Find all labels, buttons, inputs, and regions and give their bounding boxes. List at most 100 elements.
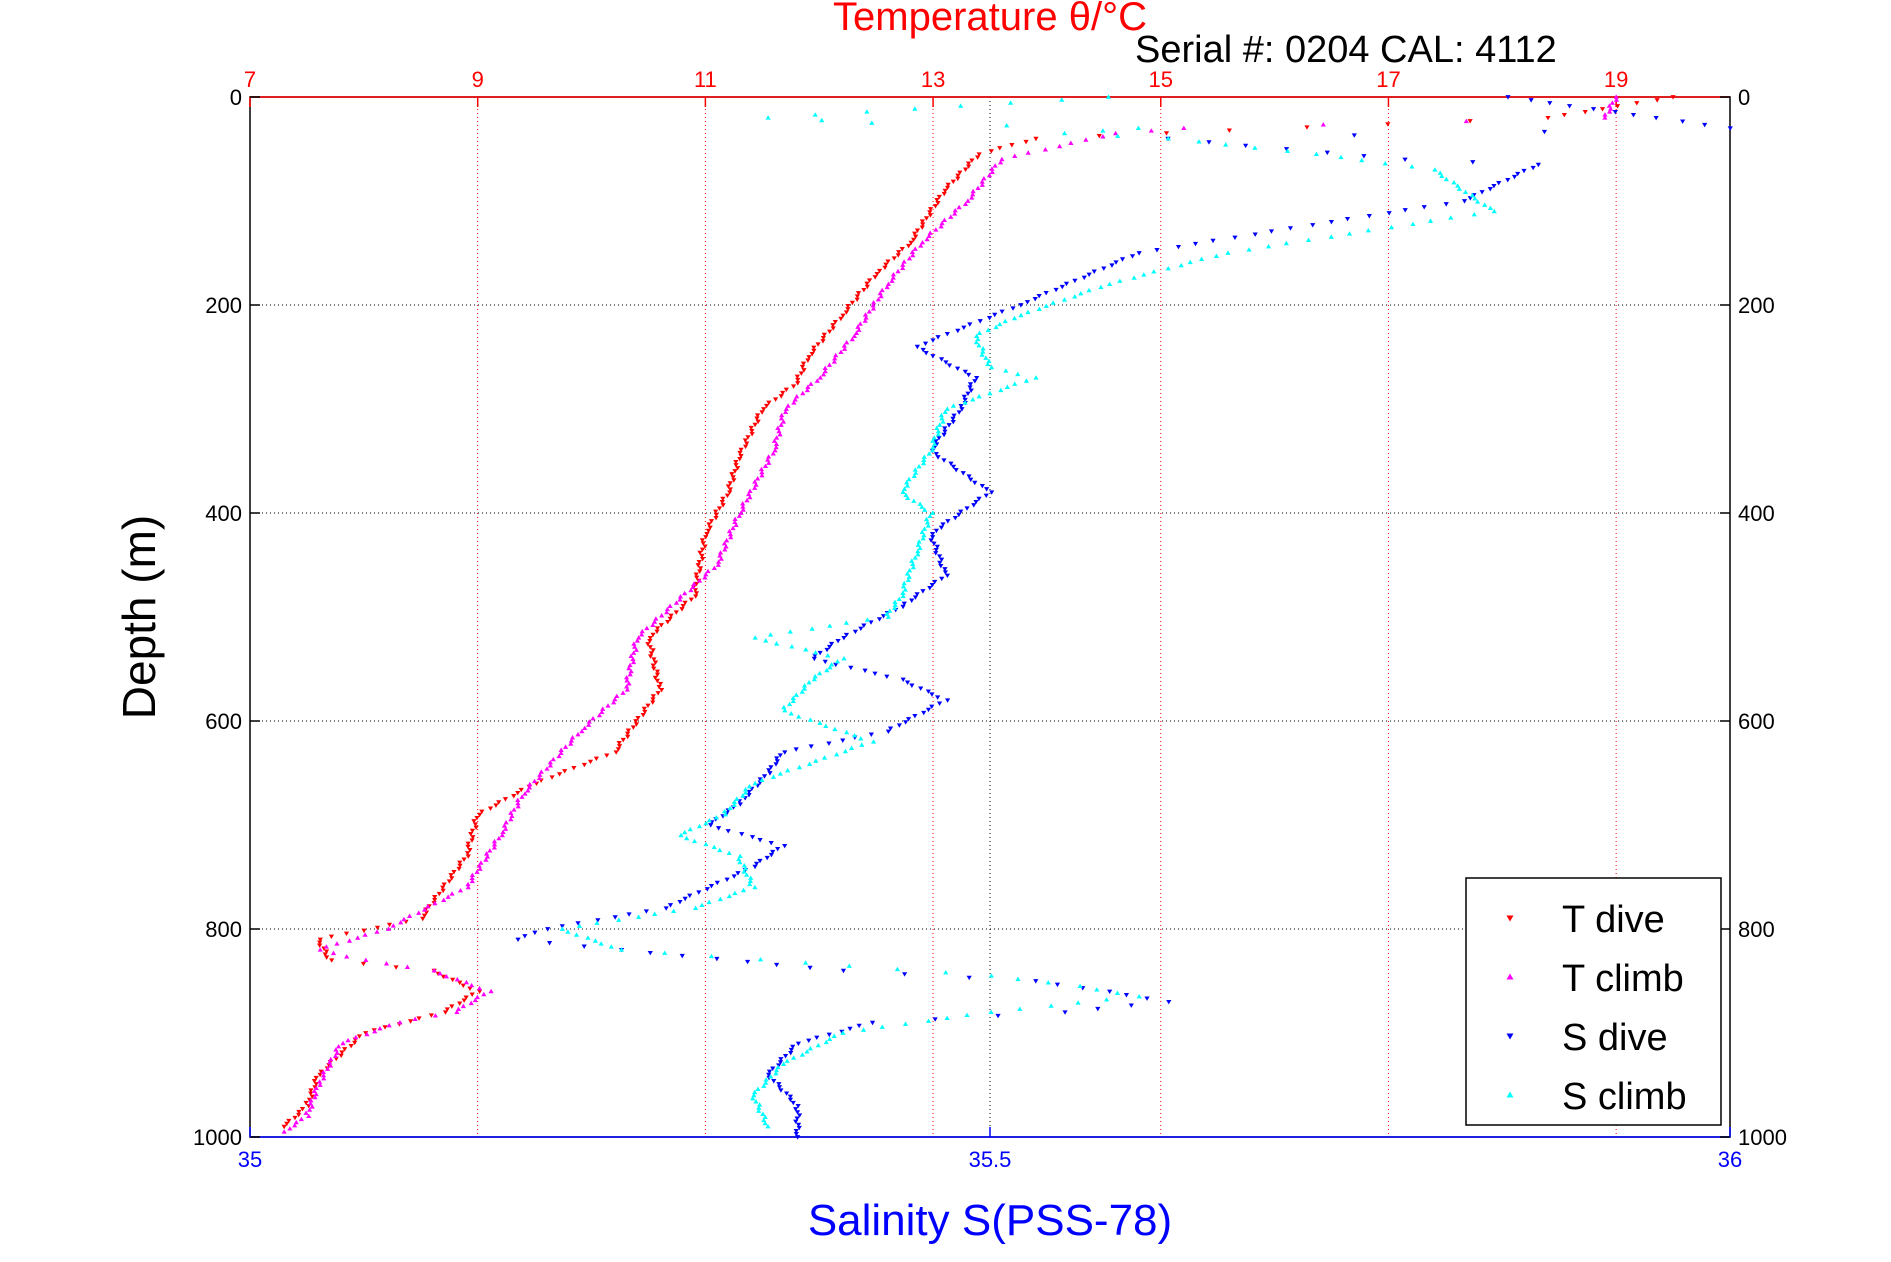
data-point bbox=[804, 1049, 810, 1054]
data-point bbox=[936, 194, 942, 200]
data-point bbox=[884, 674, 890, 680]
data-point bbox=[935, 695, 941, 700]
data-point bbox=[1077, 983, 1083, 989]
data-point bbox=[519, 794, 525, 799]
data-point bbox=[316, 1079, 323, 1084]
data-point bbox=[942, 429, 948, 434]
data-point bbox=[440, 885, 446, 890]
data-point bbox=[627, 671, 633, 677]
data-point bbox=[782, 750, 788, 755]
data-point bbox=[1094, 987, 1100, 992]
data-point bbox=[959, 407, 965, 412]
data-point bbox=[986, 172, 993, 178]
data-point bbox=[652, 660, 659, 665]
data-point bbox=[711, 844, 717, 850]
data-point bbox=[1402, 157, 1408, 162]
data-point bbox=[740, 507, 746, 512]
data-point bbox=[687, 826, 693, 832]
data-point bbox=[1151, 269, 1157, 274]
data-point bbox=[912, 555, 918, 560]
data-point bbox=[488, 988, 494, 994]
data-point bbox=[789, 644, 795, 649]
data-point bbox=[807, 965, 813, 971]
data-point bbox=[817, 375, 823, 380]
data-point bbox=[613, 750, 619, 755]
data-point bbox=[872, 275, 878, 280]
data-point bbox=[806, 1038, 812, 1044]
data-point bbox=[902, 587, 908, 592]
data-point bbox=[736, 856, 742, 862]
data-point bbox=[778, 394, 784, 399]
data-point bbox=[948, 461, 954, 466]
data-point bbox=[708, 883, 715, 889]
data-point bbox=[809, 351, 815, 357]
data-point bbox=[465, 881, 471, 887]
data-point bbox=[731, 799, 738, 804]
data-point bbox=[756, 1105, 762, 1110]
data-point bbox=[1018, 303, 1024, 308]
data-point bbox=[935, 455, 941, 460]
right-tick-label: 1000 bbox=[1738, 1125, 1787, 1150]
data-point bbox=[575, 731, 581, 737]
data-point bbox=[741, 862, 747, 868]
data-point bbox=[858, 736, 864, 741]
data-point bbox=[795, 381, 801, 386]
data-point bbox=[721, 540, 728, 546]
data-point bbox=[783, 406, 789, 411]
data-point bbox=[840, 738, 846, 743]
data-point bbox=[794, 374, 800, 380]
data-point bbox=[757, 858, 763, 864]
data-point bbox=[582, 725, 588, 731]
data-point bbox=[777, 432, 783, 437]
data-point bbox=[568, 738, 575, 743]
data-point bbox=[469, 982, 475, 988]
data-point bbox=[866, 309, 872, 314]
data-point bbox=[515, 800, 521, 806]
data-point bbox=[966, 474, 972, 479]
data-point bbox=[843, 632, 850, 638]
data-point bbox=[688, 587, 694, 593]
data-point bbox=[680, 603, 686, 609]
data-point bbox=[678, 832, 684, 838]
data-point bbox=[822, 368, 828, 374]
data-point bbox=[546, 941, 553, 946]
data-point bbox=[1491, 208, 1497, 214]
data-point bbox=[790, 695, 796, 700]
data-point bbox=[793, 1107, 799, 1112]
data-point bbox=[793, 1128, 799, 1134]
data-point bbox=[421, 907, 428, 912]
data-point bbox=[946, 423, 952, 428]
data-point bbox=[1144, 996, 1150, 1001]
data-point bbox=[770, 451, 776, 456]
data-point bbox=[586, 722, 592, 727]
data-point bbox=[943, 360, 949, 365]
data-point bbox=[463, 979, 470, 985]
data-point bbox=[1528, 98, 1534, 103]
data-point bbox=[912, 713, 918, 719]
data-point bbox=[695, 563, 701, 568]
data-point bbox=[799, 1052, 805, 1057]
data-point bbox=[532, 930, 538, 936]
data-point bbox=[812, 673, 818, 679]
data-point bbox=[635, 914, 642, 919]
data-point bbox=[923, 516, 930, 522]
data-point bbox=[616, 744, 623, 749]
data-point bbox=[511, 807, 517, 812]
data-point bbox=[753, 861, 760, 867]
data-point bbox=[697, 566, 704, 571]
data-point bbox=[737, 853, 743, 859]
data-point bbox=[782, 708, 788, 713]
data-point bbox=[650, 648, 656, 653]
data-point bbox=[1582, 110, 1588, 115]
data-point bbox=[1196, 139, 1202, 144]
data-point bbox=[515, 804, 521, 809]
data-point bbox=[901, 580, 907, 586]
data-point bbox=[630, 725, 636, 730]
data-point bbox=[801, 683, 808, 688]
data-point bbox=[1206, 140, 1212, 145]
data-point bbox=[732, 516, 738, 521]
data-point bbox=[925, 689, 932, 694]
data-point bbox=[386, 922, 393, 928]
data-point bbox=[905, 717, 912, 722]
data-point bbox=[654, 669, 661, 675]
